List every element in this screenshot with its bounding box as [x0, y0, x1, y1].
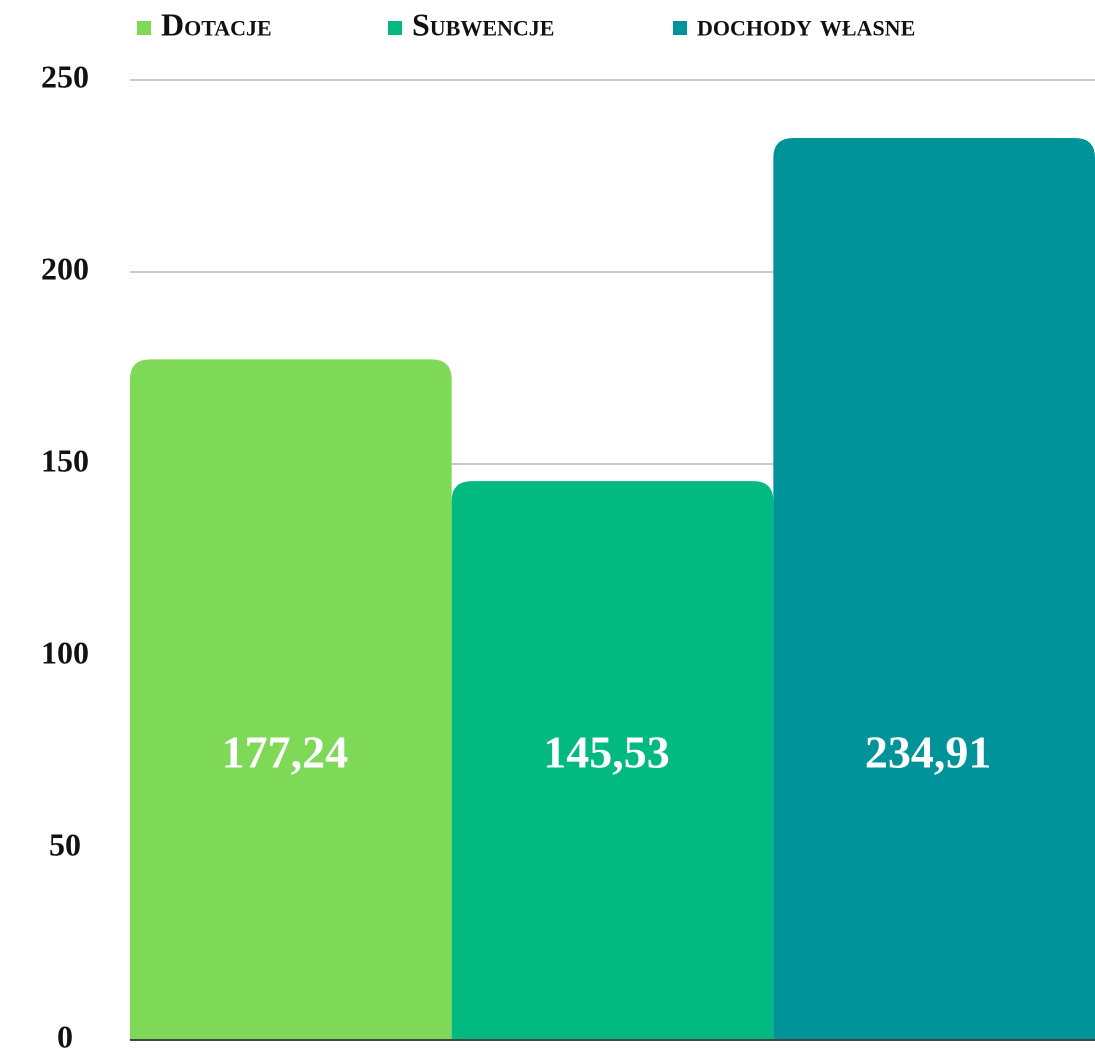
legend-swatch: [673, 21, 687, 35]
y-tick-label: 100: [41, 634, 89, 670]
legend-swatch: [388, 21, 402, 35]
value-label: 177,24: [222, 727, 349, 778]
y-tick-label: 250: [41, 58, 89, 94]
value-label: 145,53: [543, 727, 670, 778]
bar: [130, 359, 452, 1040]
legend-label: Subwencje: [412, 6, 554, 42]
bar: [773, 137, 1095, 1040]
bar: [451, 481, 774, 1040]
legend-label: Dotacje: [161, 6, 272, 42]
y-tick-label: 150: [41, 442, 89, 478]
value-label: 234,91: [865, 727, 992, 778]
y-tick-label: 200: [41, 250, 89, 286]
legend-label: dochody własne: [697, 6, 915, 42]
legend-swatch: [137, 21, 151, 35]
y-tick-label: 0: [57, 1018, 73, 1050]
y-tick-label: 50: [49, 826, 81, 862]
